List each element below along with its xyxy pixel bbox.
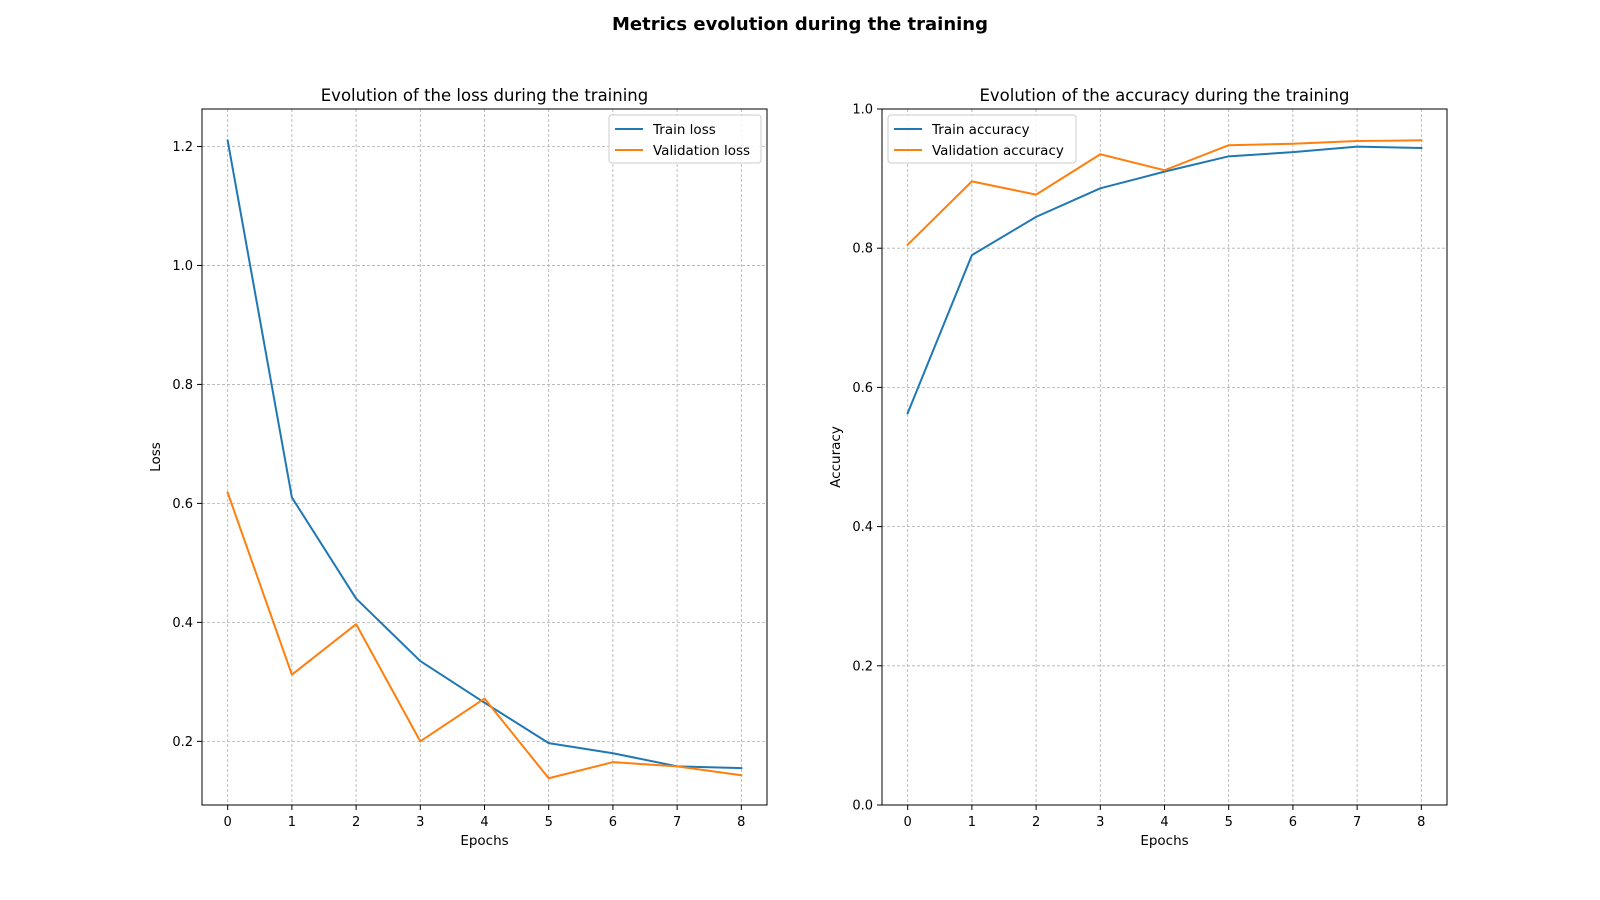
x-tick-label: 8 bbox=[737, 815, 745, 830]
x-tick-label: 7 bbox=[673, 815, 681, 830]
x-tick-label: 0 bbox=[224, 815, 232, 830]
legend-box bbox=[887, 114, 1077, 164]
legend-label-validation: Validation loss bbox=[653, 143, 750, 159]
x-tick-label: 4 bbox=[1160, 815, 1168, 830]
x-tick-label: 2 bbox=[352, 815, 360, 830]
y-tick-label: 0.4 bbox=[852, 520, 873, 535]
x-tick-label: 3 bbox=[1096, 815, 1104, 830]
x-tick-label: 1 bbox=[288, 815, 296, 830]
y-tick-label: 0.2 bbox=[172, 735, 193, 750]
x-tick-label: 8 bbox=[1417, 815, 1425, 830]
chart-title: Evolution of the loss during the trainin… bbox=[321, 86, 649, 105]
x-tick-label: 0 bbox=[904, 815, 912, 830]
series-line-validation bbox=[906, 139, 1423, 247]
chart-panel-accuracy: 0 1 2 3 4 5 6 7 8 0.0 0.2 0.4 0.6 0.8 1.0 Evolution of … bbox=[828, 86, 1448, 849]
y-tick-label: 1.0 bbox=[852, 103, 873, 118]
y-tick-label: 0.6 bbox=[852, 381, 873, 396]
chart-title: Evolution of the accuracy during the tra… bbox=[979, 86, 1349, 105]
legend-label-train: Train loss bbox=[652, 122, 716, 138]
x-tick-label: 6 bbox=[609, 815, 617, 830]
legend-label-validation: Validation accuracy bbox=[932, 143, 1064, 159]
chart-panel-loss: 0 1 2 3 4 5 6 7 8 0.2 0.4 0.6 0.8 1.0 1.2 Evolution of … bbox=[148, 86, 768, 849]
y-tick-label: 0.0 bbox=[852, 799, 873, 814]
x-tick-label: 5 bbox=[545, 815, 553, 830]
legend-label-train: Train accuracy bbox=[931, 122, 1030, 138]
y-tick-label: 0.4 bbox=[172, 616, 193, 631]
legend: Train loss Validation loss bbox=[608, 114, 762, 164]
x-tick-label: 4 bbox=[480, 815, 488, 830]
x-tick-label: 1 bbox=[968, 815, 976, 830]
y-axis-label: Accuracy bbox=[828, 426, 844, 488]
y-axis-label: Loss bbox=[148, 442, 164, 472]
y-tick-label: 0.8 bbox=[852, 242, 873, 257]
y-tick-label: 1.2 bbox=[172, 140, 193, 155]
series-line-validation bbox=[226, 491, 743, 780]
x-tick-label: 7 bbox=[1353, 815, 1361, 830]
x-tick-label: 3 bbox=[416, 815, 424, 830]
y-tick-label: 0.2 bbox=[852, 659, 873, 674]
series-line-train bbox=[226, 139, 743, 770]
x-tick-label: 2 bbox=[1032, 815, 1040, 830]
series-line-train bbox=[906, 145, 1423, 415]
x-axis-label: Epochs bbox=[1140, 833, 1188, 849]
x-axis-label: Epochs bbox=[460, 833, 508, 849]
legend-box bbox=[608, 114, 762, 164]
y-tick-label: 0.8 bbox=[172, 378, 193, 393]
y-tick-label: 1.0 bbox=[172, 259, 193, 274]
x-tick-label: 6 bbox=[1289, 815, 1297, 830]
legend: Train accuracy Validation accuracy bbox=[887, 114, 1077, 164]
figure-suptitle: Metrics evolution during the training bbox=[611, 14, 989, 35]
y-tick-label: 0.6 bbox=[172, 497, 193, 512]
x-tick-label: 5 bbox=[1225, 815, 1233, 830]
